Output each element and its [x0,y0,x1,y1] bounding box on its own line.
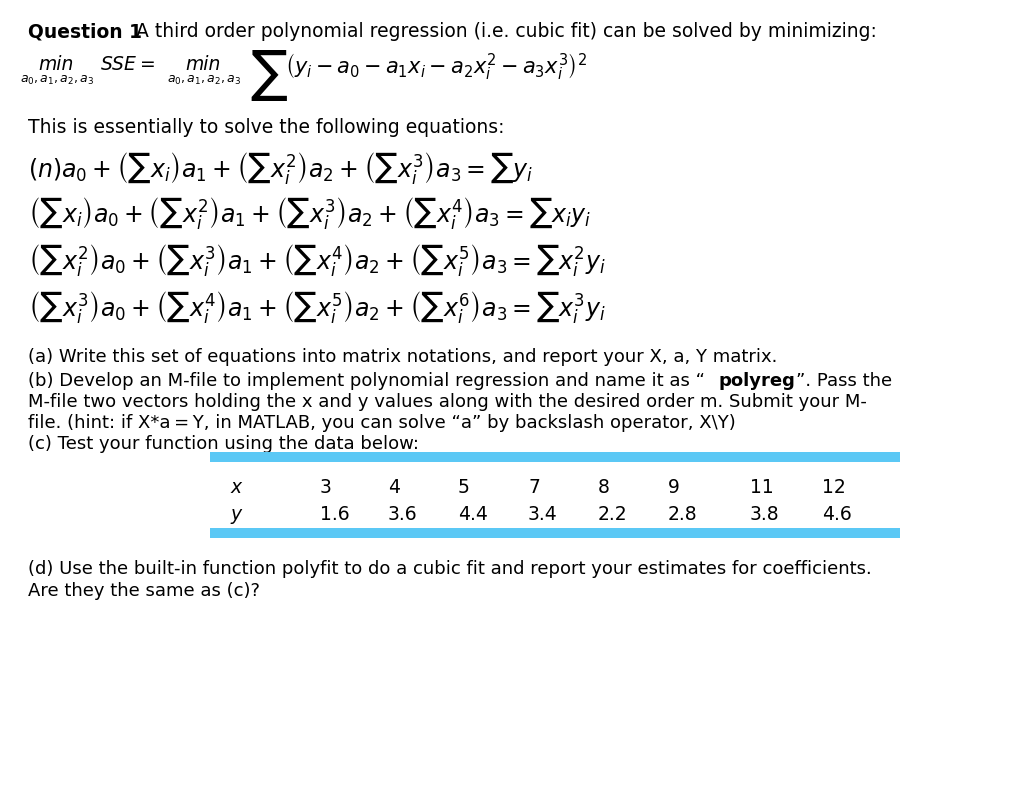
Text: $\left(\sum x_i^3\right)a_0 + \left(\sum x_i^4\right)a_1 + \left(\sum x_i^5\righ: $\left(\sum x_i^3\right)a_0 + \left(\sum… [28,289,605,325]
Text: 11: 11 [750,478,774,497]
Text: $\left(y_i - a_0 - a_1 x_i - a_2 x_i^2 - a_3 x_i^3\right)^2$: $\left(y_i - a_0 - a_1 x_i - a_2 x_i^2 -… [285,51,588,82]
Text: 5: 5 [458,478,470,497]
Text: Question 1: Question 1 [28,22,142,41]
Text: 2.8: 2.8 [668,505,697,524]
Text: M-file two vectors holding the x and y values along with the desired order m. Su: M-file two vectors holding the x and y v… [28,393,867,411]
Text: A third order polynomial regression (i.e. cubic fit) can be solved by minimizing: A third order polynomial regression (i.e… [130,22,877,41]
Text: 12: 12 [822,478,846,497]
Text: 3: 3 [319,478,332,497]
Text: file. (hint: if X*a = Y, in MATLAB, you can solve “a” by backslash operator, X\Y: file. (hint: if X*a = Y, in MATLAB, you … [28,414,736,432]
Text: 3.6: 3.6 [388,505,418,524]
Text: 7: 7 [528,478,540,497]
Text: (a) Write this set of equations into matrix notations, and report your X, a, Y m: (a) Write this set of equations into mat… [28,348,777,366]
Text: (d) Use the built-in function polyfit to do a cubic fit and report your estimate: (d) Use the built-in function polyfit to… [28,560,871,578]
Text: $\left(\sum x_i\right)a_0 + \left(\sum x_i^2\right)a_1 + \left(\sum x_i^3\right): $\left(\sum x_i\right)a_0 + \left(\sum x… [28,195,592,231]
Text: $(n)a_0 + \left(\sum x_i\right)a_1 + \left(\sum x_i^2\right)a_2 + \left(\sum x_i: $(n)a_0 + \left(\sum x_i\right)a_1 + \le… [28,150,534,186]
Text: $\sum$: $\sum$ [250,48,288,103]
Text: 8: 8 [598,478,610,497]
Text: 4: 4 [388,478,400,497]
Text: min: min [185,55,220,74]
Text: Are they the same as (c)?: Are they the same as (c)? [28,582,260,600]
Text: 3.8: 3.8 [750,505,779,524]
Text: x: x [230,478,241,497]
Text: (b) Develop an M-file to implement polynomial regression and name it as “: (b) Develop an M-file to implement polyn… [28,372,705,390]
Text: 9: 9 [668,478,680,497]
Text: 3.4: 3.4 [528,505,558,524]
Bar [210,452,900,462]
Text: y: y [230,505,241,524]
Text: polyreg: polyreg [718,372,795,390]
Text: $a_0, a_1, a_2, a_3$: $a_0, a_1, a_2, a_3$ [167,74,242,87]
Text: 4.6: 4.6 [822,505,852,524]
Text: 2.2: 2.2 [598,505,628,524]
Bar [210,528,900,538]
Text: ”. Pass the: ”. Pass the [796,372,892,390]
Text: min: min [38,55,74,74]
Text: (c) Test your function using the data below:: (c) Test your function using the data be… [28,435,419,453]
Text: $\left(\sum x_i^2\right)a_0 + \left(\sum x_i^3\right)a_1 + \left(\sum x_i^4\righ: $\left(\sum x_i^2\right)a_0 + \left(\sum… [28,242,605,278]
Text: This is essentially to solve the following equations:: This is essentially to solve the followi… [28,118,505,137]
Text: $a_0, a_1, a_2, a_3$: $a_0, a_1, a_2, a_3$ [20,74,94,87]
Text: 1.6: 1.6 [319,505,349,524]
Text: $SSE =$: $SSE =$ [100,55,155,74]
Text: 4.4: 4.4 [458,505,487,524]
